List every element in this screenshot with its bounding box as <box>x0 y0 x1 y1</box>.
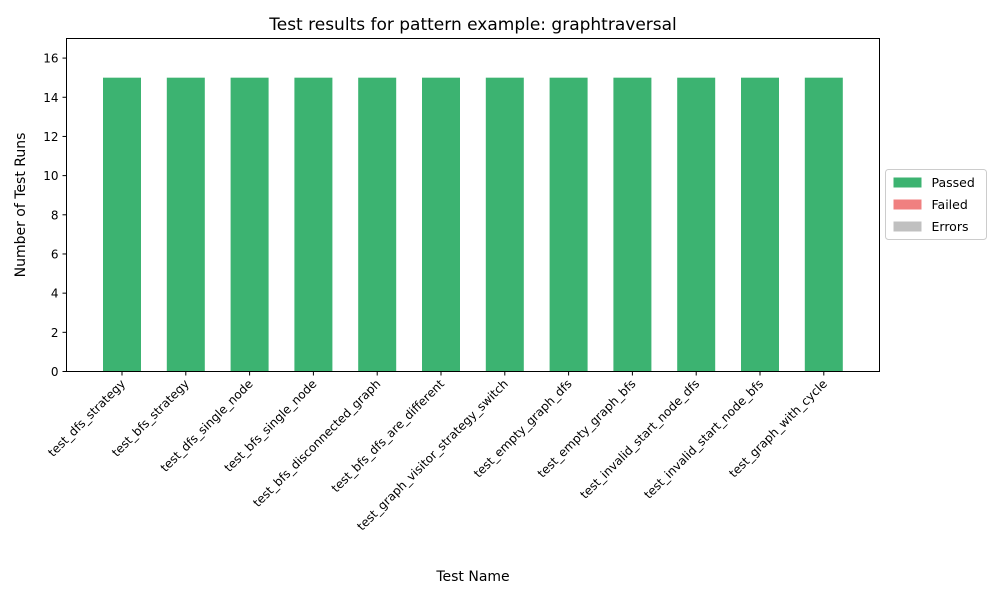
legend-label-passed: Passed <box>932 175 975 190</box>
bar-passed-11 <box>804 77 843 372</box>
legend-swatch-errors <box>893 221 922 232</box>
bars-layer <box>103 77 843 372</box>
y-axis-title: Number of Test Runs <box>13 133 29 278</box>
plot-frame <box>66 38 880 372</box>
bar-passed-6 <box>485 77 524 372</box>
y-axis: 0 2 4 6 8 10 12 14 16 <box>43 52 67 379</box>
bar-passed-2 <box>230 77 269 372</box>
y-tick-label: 10 <box>43 169 58 183</box>
y-tick-label: 0 <box>51 365 59 379</box>
bar-passed-0 <box>103 77 141 372</box>
legend-label-errors: Errors <box>932 219 969 234</box>
bar-passed-5 <box>422 77 460 372</box>
y-tick-label: 2 <box>51 326 59 340</box>
y-tick-label: 8 <box>51 208 59 222</box>
x-axis-title: Test Name <box>435 569 509 585</box>
bar-passed-7 <box>549 77 588 372</box>
x-tick-label: test_invalid_start_node_dfs <box>577 377 702 502</box>
x-tick-label: test_bfs_dfs_are_different <box>329 377 448 496</box>
x-tick-label: test_invalid_start_node_bfs <box>641 377 766 502</box>
y-tick-label: 16 <box>43 52 58 66</box>
y-tick-label: 12 <box>43 130 58 144</box>
legend-label-failed: Failed <box>932 197 968 212</box>
bar-passed-4 <box>358 77 397 372</box>
x-tick-label: test_bfs_disconnected_graph <box>250 377 383 510</box>
y-tick-label: 14 <box>43 91 58 105</box>
bar-passed-9 <box>677 77 716 372</box>
legend-swatch-failed <box>893 199 922 210</box>
bar-passed-10 <box>741 77 779 372</box>
bar-passed-8 <box>613 77 652 372</box>
legend-swatch-passed <box>893 177 922 188</box>
legend: Passed Failed Errors <box>885 169 987 240</box>
chart-title: Test results for pattern example: grapht… <box>268 15 677 35</box>
x-axis: test_dfs_strategytest_bfs_strategytest_d… <box>45 371 830 533</box>
bar-passed-1 <box>166 77 205 372</box>
y-tick-label: 6 <box>51 247 59 261</box>
bar-passed-3 <box>294 77 333 372</box>
y-tick-label: 4 <box>51 287 59 301</box>
